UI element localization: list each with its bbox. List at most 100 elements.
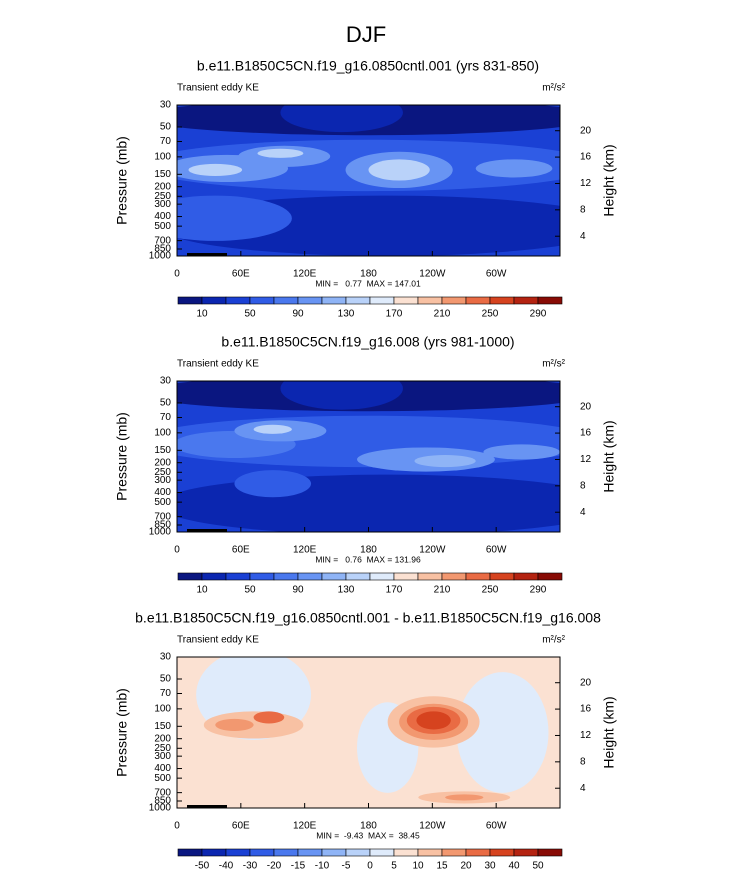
colorbar-label: 290 bbox=[530, 309, 547, 320]
y-tick-label: 100 bbox=[154, 427, 171, 438]
colorbar-label: 15 bbox=[436, 861, 448, 872]
x-tick-label: 120W bbox=[419, 821, 446, 832]
contour bbox=[483, 444, 560, 460]
y2-tick-label: 20 bbox=[580, 677, 592, 688]
x-tick-label: 120E bbox=[293, 269, 317, 280]
y2-tick-label: 20 bbox=[580, 125, 592, 136]
stats: MIN = 0.77 MAX = 147.01 bbox=[315, 278, 421, 288]
x-tick-label: 60E bbox=[232, 269, 250, 280]
y-tick-label: 50 bbox=[160, 398, 172, 409]
colorbar-label: -15 bbox=[291, 861, 306, 872]
colorbar-box bbox=[441, 296, 467, 305]
colorbar-box bbox=[249, 572, 275, 581]
y-tick-label: 150 bbox=[154, 721, 171, 732]
colorbar-label: 20 bbox=[460, 861, 472, 872]
colorbar-label: 10 bbox=[196, 585, 208, 596]
colorbar-box bbox=[321, 296, 347, 305]
panel-title: b.e11.B1850C5CN.f19_g16.008 (yrs 981-100… bbox=[221, 334, 514, 350]
colorbar-box bbox=[537, 296, 563, 305]
colorbar-box bbox=[273, 296, 299, 305]
y2-axis-label: Height (km) bbox=[601, 144, 617, 216]
y-axis-label: Pressure (mb) bbox=[114, 136, 130, 225]
y-tick-label: 50 bbox=[160, 674, 172, 685]
colorbar-box bbox=[513, 296, 539, 305]
colorbar-label: -5 bbox=[342, 861, 351, 872]
y-tick-label: 70 bbox=[160, 688, 172, 699]
contour bbox=[188, 163, 243, 176]
colorbar-label: 5 bbox=[391, 861, 397, 872]
colorbar-box bbox=[321, 848, 347, 857]
y-tick-label: 300 bbox=[154, 199, 171, 210]
colorbar-label: 0 bbox=[367, 861, 373, 872]
contour bbox=[257, 148, 304, 158]
colorbar-label: 90 bbox=[292, 309, 304, 320]
colorbar-label: 40 bbox=[508, 861, 520, 872]
y-tick-label: 400 bbox=[154, 487, 171, 498]
contour bbox=[445, 794, 484, 801]
contour bbox=[456, 672, 549, 793]
x-tick-label: 120W bbox=[419, 545, 446, 556]
y2-axis-label: Height (km) bbox=[601, 696, 617, 768]
y-tick-label: 250 bbox=[154, 191, 171, 202]
colorbar-box bbox=[441, 572, 467, 581]
colorbar-box bbox=[249, 848, 275, 857]
colorbar-label: 30 bbox=[484, 861, 496, 872]
contour bbox=[234, 470, 312, 498]
colorbar-label: 250 bbox=[482, 309, 499, 320]
colorbar-label: 250 bbox=[482, 585, 499, 596]
colorbar-box bbox=[273, 848, 299, 857]
x-tick-label: 120E bbox=[293, 821, 317, 832]
colorbar-label: 130 bbox=[338, 585, 355, 596]
colorbar-label: 10 bbox=[412, 861, 424, 872]
colorbar-label: 50 bbox=[244, 309, 256, 320]
y-tick-label: 300 bbox=[154, 751, 171, 762]
contour bbox=[280, 381, 403, 410]
colorbar-box bbox=[513, 848, 539, 857]
stats: MIN = 0.76 MAX = 131.96 bbox=[315, 554, 421, 564]
y2-tick-label: 12 bbox=[580, 178, 592, 189]
y-tick-label: 150 bbox=[154, 169, 171, 180]
contour bbox=[368, 159, 430, 181]
y-tick-label: 30 bbox=[160, 652, 172, 663]
colorbar-label: 290 bbox=[530, 585, 547, 596]
colorbar-label: 10 bbox=[196, 309, 208, 320]
contour bbox=[253, 711, 285, 724]
colorbar-box bbox=[489, 572, 515, 581]
colorbar-box bbox=[489, 296, 515, 305]
y-tick-label: 700 bbox=[154, 235, 171, 246]
y2-tick-label: 8 bbox=[580, 204, 586, 215]
colorbar-box bbox=[537, 848, 563, 857]
units: m²/s² bbox=[542, 635, 565, 646]
y-tick-label: 100 bbox=[154, 703, 171, 714]
topography bbox=[187, 805, 227, 808]
topography bbox=[187, 529, 227, 532]
colorbar-box bbox=[465, 572, 491, 581]
colorbar-box bbox=[465, 296, 491, 305]
y-tick-label: 850 bbox=[154, 796, 171, 807]
colorbar-box bbox=[225, 848, 251, 857]
x-tick-label: 60E bbox=[232, 821, 250, 832]
contour-field bbox=[177, 381, 560, 532]
x-tick-label: 120E bbox=[293, 545, 317, 556]
colorbar-box bbox=[465, 848, 491, 857]
colorbar-box bbox=[537, 572, 563, 581]
y-tick-label: 150 bbox=[154, 445, 171, 456]
x-tick-label: 180 bbox=[360, 545, 377, 556]
colorbar-box bbox=[177, 848, 203, 857]
field-label: Transient eddy KE bbox=[177, 635, 259, 646]
colorbar-box bbox=[297, 848, 323, 857]
colorbar-label: -20 bbox=[267, 861, 282, 872]
contour bbox=[177, 195, 292, 241]
colorbar-label: 170 bbox=[386, 309, 403, 320]
y-tick-label: 400 bbox=[154, 763, 171, 774]
contour bbox=[414, 454, 476, 468]
x-tick-label: 0 bbox=[174, 821, 180, 832]
colorbar-box bbox=[417, 572, 443, 581]
panel-title: b.e11.B1850C5CN.f19_g16.0850cntl.001 (yr… bbox=[197, 58, 539, 74]
y2-axis-label: Height (km) bbox=[601, 420, 617, 492]
colorbar-box bbox=[513, 572, 539, 581]
contour bbox=[177, 474, 560, 532]
x-tick-label: 60W bbox=[486, 269, 507, 280]
x-tick-label: 180 bbox=[360, 269, 377, 280]
y-tick-label: 30 bbox=[160, 100, 172, 111]
